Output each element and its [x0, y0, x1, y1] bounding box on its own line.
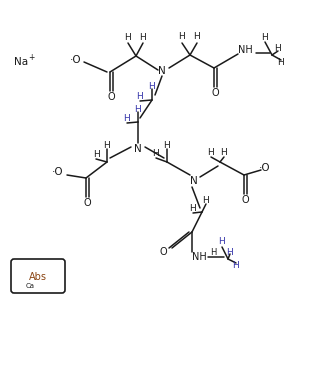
Text: H: H: [164, 141, 171, 149]
Text: H: H: [210, 248, 216, 256]
Text: H: H: [262, 32, 268, 42]
Text: H: H: [153, 149, 160, 157]
Text: H: H: [135, 104, 141, 114]
Text: N: N: [158, 66, 166, 76]
Text: H: H: [124, 114, 130, 123]
Text: H: H: [203, 195, 209, 205]
Text: H: H: [275, 43, 281, 53]
Text: H: H: [190, 203, 196, 213]
Text: H: H: [149, 82, 155, 91]
Text: ·O: ·O: [52, 167, 64, 177]
Text: H: H: [140, 32, 146, 42]
Text: Na: Na: [14, 57, 28, 67]
Text: +: +: [28, 53, 34, 61]
Text: ·O: ·O: [70, 55, 82, 65]
Text: H: H: [194, 32, 200, 40]
Text: NH: NH: [238, 45, 252, 55]
Text: H: H: [278, 58, 284, 67]
Text: H: H: [227, 248, 233, 256]
Text: NH: NH: [192, 252, 206, 262]
Text: O: O: [83, 198, 91, 208]
Text: H: H: [208, 147, 214, 157]
Text: O: O: [241, 195, 249, 205]
Text: H: H: [219, 237, 225, 245]
Text: H: H: [221, 147, 227, 157]
Text: H: H: [104, 141, 111, 149]
Text: N: N: [190, 176, 198, 186]
Text: N: N: [134, 144, 142, 154]
Text: H: H: [125, 32, 131, 42]
Text: H: H: [233, 261, 239, 269]
Text: H: H: [93, 149, 99, 158]
Text: O: O: [211, 88, 219, 98]
Text: Ca: Ca: [25, 283, 35, 289]
Text: H: H: [137, 91, 143, 101]
Text: ·O: ·O: [259, 163, 271, 173]
FancyBboxPatch shape: [11, 259, 65, 293]
Text: O: O: [159, 247, 167, 257]
Text: Abs: Abs: [29, 272, 47, 282]
Text: H: H: [179, 32, 185, 40]
Text: O: O: [107, 92, 115, 102]
